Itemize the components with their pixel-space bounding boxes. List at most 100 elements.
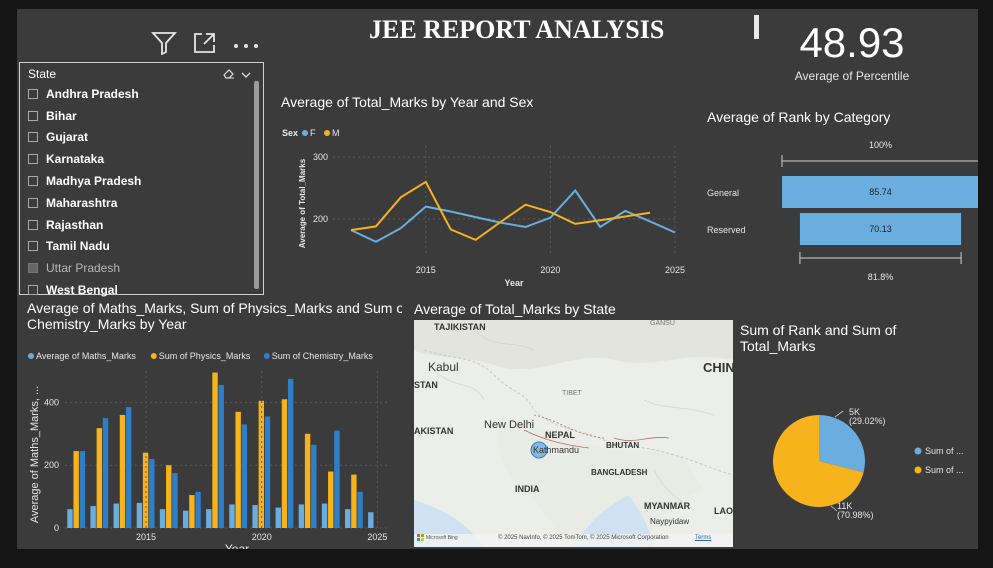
column-bar [235, 411, 241, 528]
x-tick-label: 2015 [416, 265, 436, 275]
column-bar [67, 509, 73, 528]
column-bar [368, 512, 374, 528]
slicer-checkbox[interactable] [28, 110, 38, 121]
slicer-checkbox[interactable] [28, 241, 38, 252]
map-label: TIBET [562, 390, 582, 397]
slicer-item-label: Bihar [46, 108, 77, 123]
column-bar [344, 509, 351, 528]
x-tick-label: 2025 [367, 532, 387, 542]
slicer-item-label: Andhra Pradesh [46, 86, 139, 101]
legend-label: Sum of Chemistry_Marks [272, 351, 374, 361]
chevron-down-icon[interactable] [241, 66, 251, 84]
column-bar [79, 451, 86, 528]
chart-title: Sum of Rank and Sum of Total_Marks [740, 322, 897, 354]
map-label: LAO [714, 506, 733, 516]
data-label: (70.98%) [837, 510, 874, 520]
y-tick-label: 300 [313, 152, 328, 162]
map-label: New Delhi [484, 419, 535, 431]
marks-by-year-chart: Average of Maths_Marks, Sum of Physics_M… [27, 300, 402, 549]
legend-title: Sex [282, 128, 298, 138]
x-tick-label: 2025 [665, 265, 685, 275]
page-title: JEE REPORT ANALYSIS [369, 15, 665, 44]
category-bar [782, 176, 978, 208]
slicer-item[interactable]: Bihar [28, 105, 263, 127]
range-label-top: 100% [869, 140, 892, 150]
slicer-checkbox[interactable] [28, 154, 38, 165]
slicer-item[interactable]: Karnataka [28, 148, 263, 170]
y-tick-label: 200 [44, 460, 59, 470]
legend-marker [28, 353, 34, 359]
y-tick-label: 0 [54, 523, 59, 533]
y-tick-label: 200 [313, 214, 328, 224]
category-bar [799, 213, 962, 245]
state-slicer: State Andhra Pradesh Bihar Gujarat Karnatak… [19, 62, 264, 297]
column-bar [275, 507, 281, 528]
slicer-checkbox[interactable] [28, 132, 38, 143]
chart-title: Average of Rank by Category [707, 109, 890, 125]
column-bar [304, 433, 311, 528]
slicer-item[interactable]: Madhya Pradesh [28, 170, 263, 192]
column-bar [172, 473, 178, 528]
focus-mode-icon[interactable] [193, 32, 217, 59]
slicer-item-label: Uttar Pradesh [46, 261, 121, 276]
column-bar [328, 471, 334, 528]
column-bar [321, 503, 328, 528]
y-axis-label: Average of Total_Marks [298, 158, 307, 248]
slicer-checkbox[interactable] [28, 88, 38, 99]
series-line [350, 180, 651, 242]
category-label: Reserved [707, 225, 746, 235]
map-label: Kabul [428, 360, 459, 374]
x-tick-label: 2020 [252, 532, 272, 542]
column-bar [281, 399, 288, 528]
x-tick-label: 2020 [540, 265, 560, 275]
map-terms-link[interactable]: Terms [695, 535, 712, 541]
column-bar [189, 495, 195, 528]
map-label: BHUTAN [606, 441, 640, 450]
legend-label: Average of Maths_Marks [36, 351, 136, 361]
slicer-checkbox[interactable] [28, 263, 38, 274]
more-options-icon[interactable] [233, 37, 259, 55]
x-axis-label: Year [504, 278, 524, 288]
column-bar [195, 491, 201, 528]
column-bar [90, 506, 96, 528]
data-label: 11K [837, 501, 852, 511]
x-axis-label: Year [225, 542, 249, 549]
slicer-item[interactable]: Rajasthan [28, 214, 263, 236]
eraser-icon[interactable] [223, 66, 235, 84]
column-bar [166, 465, 172, 528]
slicer-checkbox[interactable] [28, 197, 38, 208]
slicer-item[interactable]: West Bengal [28, 279, 263, 301]
legend-label: Sum of Physics_Marks [159, 351, 251, 361]
map-label: BANGLADESH [591, 468, 648, 477]
slicer-item[interactable]: Maharashtra [28, 192, 263, 214]
slicer-scrollbar[interactable] [254, 81, 259, 289]
slicer-item[interactable]: Uttar Pradesh [28, 257, 263, 279]
slicer-checkbox[interactable] [28, 176, 38, 187]
slicer-item[interactable]: Gujarat [28, 127, 263, 149]
slicer-item-label: Tamil Nadu [46, 239, 110, 254]
column-bar [182, 510, 189, 528]
slicer-item[interactable]: Tamil Nadu [28, 236, 263, 258]
slicer-header: State [28, 67, 57, 81]
map-label: CHIN [703, 360, 733, 375]
slicer-item[interactable]: Andhra Pradesh [28, 83, 263, 105]
legend-label: F [310, 128, 316, 138]
state-map[interactable]: TAJIKISTAN Kabul STAN AKISTAN New Delhi … [414, 320, 733, 547]
slicer-checkbox[interactable] [28, 219, 38, 230]
data-label: 85.74 [869, 187, 892, 197]
bing-logo-text: Microsoft Bing [426, 534, 458, 541]
column-bar [96, 428, 103, 528]
column-bar [298, 504, 305, 528]
data-label: 70.13 [869, 224, 892, 234]
map-label: TAJIKISTAN [434, 322, 486, 332]
column-bar [334, 430, 340, 528]
y-axis-label: Average of Maths_Marks, ... [29, 386, 41, 523]
filter-icon[interactable] [150, 31, 178, 60]
column-bar [206, 509, 212, 528]
slicer-item-label: Karnataka [46, 152, 105, 167]
leader-line [834, 410, 844, 418]
slicer-checkbox[interactable] [28, 285, 38, 296]
rank-total-marks-pie: Sum of Rank and Sum of Total_Marks 5K(29.0… [740, 322, 964, 520]
category-label: General [707, 188, 739, 198]
column-bar [212, 372, 218, 528]
